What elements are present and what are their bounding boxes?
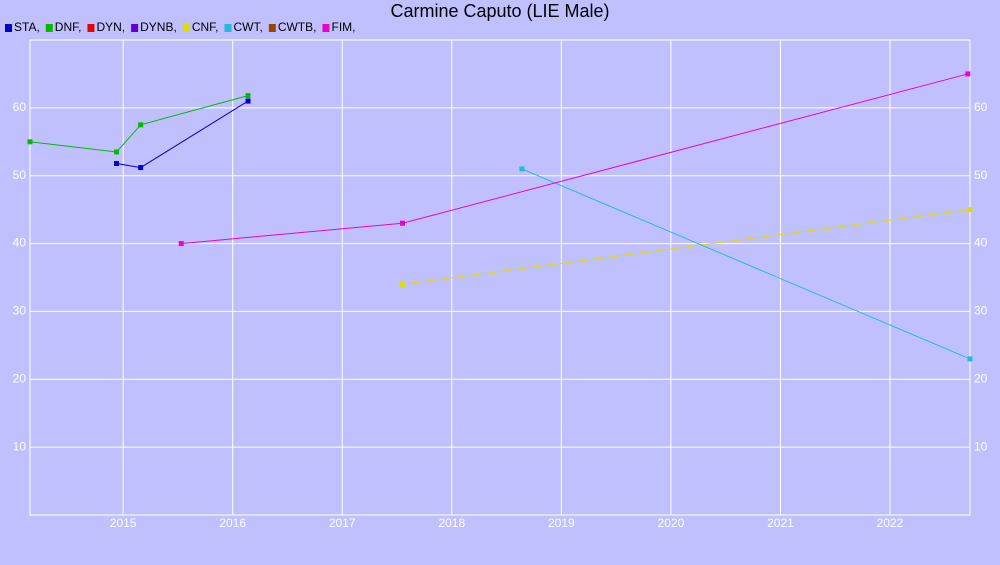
point [965, 71, 971, 77]
y-tick-label: 20 [13, 371, 27, 385]
point [114, 149, 120, 155]
x-tick-label: 2021 [767, 516, 794, 530]
point [245, 93, 251, 99]
point [138, 122, 144, 128]
y2-tick-label: 50 [974, 168, 988, 182]
y-tick-label: 30 [13, 304, 27, 318]
y-tick-label: 10 [13, 439, 27, 453]
point [519, 166, 525, 172]
legend-label: DYNB, [140, 20, 177, 34]
legend-swatch [5, 24, 12, 32]
x-tick-label: 2018 [438, 516, 465, 530]
x-tick-label: 2015 [110, 516, 137, 530]
chart-title: Carmine Caputo (LIE Male) [390, 1, 609, 21]
series-line [402, 209, 971, 285]
point [138, 165, 144, 171]
legend-swatch [87, 24, 95, 32]
y2-tick-label: 10 [974, 439, 988, 453]
legend-label: DYN, [96, 20, 125, 34]
point [399, 281, 405, 287]
point [245, 98, 251, 104]
legend-swatch [131, 24, 139, 32]
y2-tick-label: 30 [974, 304, 988, 318]
legend-label: CWT, [233, 20, 262, 34]
y-tick-label: 40 [13, 236, 27, 250]
x-tick-label: 2016 [219, 516, 246, 530]
legend-swatch [224, 24, 232, 32]
x-tick-label: 2020 [658, 516, 685, 530]
legend-label: DNF, [55, 20, 82, 34]
legend-label: CNF, [192, 20, 219, 34]
point [399, 220, 405, 226]
point [967, 207, 973, 213]
series-line [521, 168, 971, 360]
x-tick-label: 2017 [329, 516, 356, 530]
y-tick-label: 60 [13, 100, 27, 114]
legend-label: STA, [14, 20, 40, 34]
point [967, 356, 973, 362]
legend-label: CWTB, [278, 20, 317, 34]
legend-swatch [45, 24, 53, 32]
y-tick-label: 50 [13, 168, 27, 182]
x-tick-label: 2019 [548, 516, 575, 530]
legend-swatch [322, 24, 330, 32]
point [178, 241, 184, 247]
x-tick-label: 2022 [877, 516, 904, 530]
legend-swatch [268, 24, 276, 32]
series-line [29, 95, 249, 153]
point [114, 161, 120, 166]
y2-tick-label: 40 [974, 236, 988, 250]
plot-frame [29, 39, 971, 516]
legend-swatch [182, 24, 190, 32]
point [27, 139, 33, 145]
y2-tick-label: 20 [974, 371, 988, 385]
y2-tick-label: 60 [974, 100, 988, 114]
legend-label: FIM, [331, 20, 355, 34]
